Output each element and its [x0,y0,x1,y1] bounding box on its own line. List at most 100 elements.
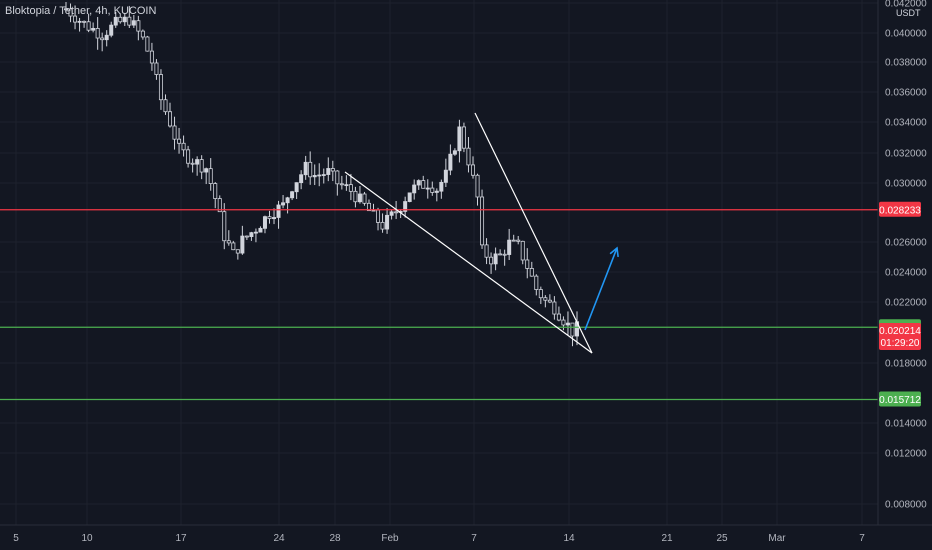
candle-body [226,240,231,244]
price-tick-label: 0.022000 [885,298,927,309]
candles [64,1,580,347]
candle-body [68,8,73,17]
candle-body [186,149,191,164]
candle-body [222,211,227,242]
candle-body [480,196,485,246]
candle-body [529,268,534,277]
candle-body [561,319,566,326]
candle-body [511,239,516,242]
candle-body [556,313,561,321]
candle-body [452,150,457,155]
candle-body [543,297,548,301]
price-tick-label: 0.018000 [885,359,927,370]
candle-body [73,15,78,23]
current-price-label: 0.020214 [879,326,921,337]
breakout-arrow[interactable] [584,247,618,331]
candle-body [416,180,421,186]
candle-body [380,221,385,230]
candle-body [217,198,222,213]
candle-body [249,232,254,238]
candle-body [168,111,173,127]
price-tick-label: 0.032000 [885,149,927,160]
price-level-tag [879,201,921,217]
candle-body [376,209,381,223]
candle-body [190,162,195,165]
candle-body [285,197,290,204]
candle-body [294,182,299,193]
price-tick-label: 0.026000 [885,238,927,249]
candle-body [525,259,530,269]
candle-body [439,181,444,192]
price-tick-label: 0.030000 [885,179,927,190]
candle-body [64,8,69,11]
price-tick-label: 0.036000 [885,88,927,99]
grid [0,0,878,525]
candle-body [357,193,362,203]
candle-body [272,217,277,220]
candle-body [177,138,182,144]
candle-body [303,161,308,176]
wedge-upper-line[interactable] [474,112,593,354]
price-level-label: 0.015712 [879,395,921,406]
candle-body [470,164,475,176]
candle-body [362,193,367,204]
price-tick-label: 0.008000 [885,500,927,511]
candle-body [86,21,91,31]
candle-body [208,168,213,184]
candle-body [538,289,543,299]
price-tick-label: 0.038000 [885,58,927,69]
candle-body [154,62,159,75]
candle-body [339,183,344,186]
candle-body [281,202,286,206]
price-level-label: 0.028233 [879,205,921,216]
candle-body [195,159,200,165]
candle-body [253,231,258,234]
time-tick-label: 10 [81,533,93,544]
time-tick-label: 21 [661,533,673,544]
candle-body [172,125,177,140]
candle-body [163,99,168,113]
candle-body [507,239,512,255]
candle-body [326,168,331,175]
candle-body [109,24,114,36]
candle-body [443,169,448,183]
candle-body [493,253,498,265]
candle-body [231,242,236,251]
candle-body [335,170,340,185]
candle-body [127,16,132,26]
candle-body [149,50,154,64]
candle-body [394,211,399,214]
candle-body [520,240,525,261]
candle-body [204,168,209,173]
candle-body [104,34,109,41]
currency-label: USDT [896,8,921,18]
candle-body [240,235,245,254]
candle-body [140,30,145,38]
candle-body [131,20,136,26]
candle-body [276,204,281,218]
candle-body [213,183,218,199]
candle-body [385,214,390,230]
time-tick-label: 24 [273,533,285,544]
drawings[interactable] [344,112,619,354]
time-axis[interactable]: 5 10 17 24 28 Feb 7 14 21 25 Mar 7 [0,524,932,544]
candle-body [118,16,123,23]
candle-body [136,20,141,32]
candle-body [348,184,353,192]
wedge-lower-line[interactable] [344,171,593,354]
candle-body [502,253,507,256]
candle-body [258,227,263,233]
time-tick-label: Feb [381,533,399,544]
candle-body [461,126,466,149]
candle-body [290,191,295,199]
symbol-title: Bloktopia / Tether, 4h, KUCOIN [5,5,157,17]
candle-body [516,239,521,242]
candle-body [267,216,272,220]
candle-body [475,174,480,198]
candle-body [457,126,462,152]
candle-body [534,275,539,290]
price-axis[interactable]: 0.042000 0.040000 0.038000 0.036000 0.034000… [877,0,927,525]
